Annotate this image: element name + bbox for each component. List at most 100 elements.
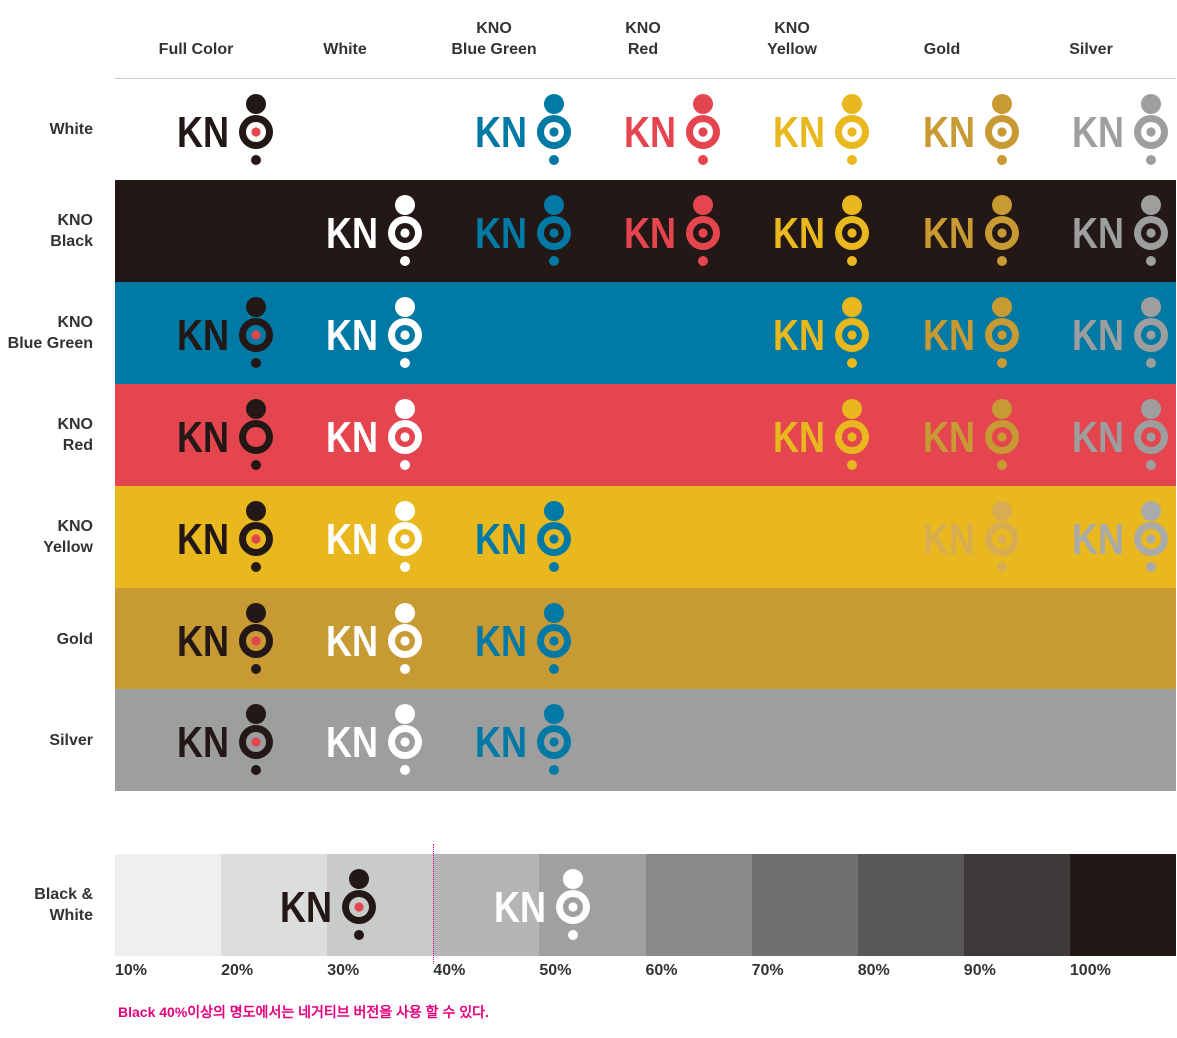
logo-cell: KN — [150, 588, 299, 690]
logo-cell: KN — [1045, 486, 1177, 588]
logo-wordmark: KN — [177, 617, 229, 666]
logo-o-center — [399, 737, 410, 747]
kno-logo-icon: KN — [177, 297, 273, 368]
logo-top-dot — [1140, 501, 1161, 521]
logo-cell: KN — [299, 282, 448, 384]
row-label-black: KNO Black — [0, 180, 93, 282]
logo-top-dot — [394, 603, 415, 623]
kno-logo-icon: KN — [494, 869, 590, 940]
logo-cell: KN — [448, 588, 597, 690]
kno-logo-icon: KN — [1072, 399, 1168, 470]
kno-logo-icon: KN — [177, 94, 273, 165]
row-label-bw-line2: White — [49, 907, 93, 924]
logo-bottom-dot — [697, 256, 708, 266]
background-band-gold: KN KN KN — [115, 588, 1176, 690]
logo-top-dot — [991, 94, 1012, 114]
logo-o-center — [996, 228, 1007, 238]
logo-bottom-dot — [996, 256, 1007, 266]
logo-cell: KN — [150, 689, 299, 791]
logo-cell: KN — [299, 384, 448, 486]
row-label-line2: Blue Green — [7, 335, 93, 352]
percent-label: 60% — [645, 962, 678, 979]
logo-top-dot — [245, 501, 266, 521]
column-header-line2: Blue Green — [451, 41, 537, 58]
logo-top-dot — [692, 94, 713, 114]
background-band-silver: KN KN KN — [115, 689, 1176, 791]
logo-wordmark: KN — [773, 209, 825, 258]
logo-top-dot — [394, 297, 415, 317]
logo-o-center — [250, 534, 261, 544]
logo-top-dot — [543, 501, 564, 521]
logo-top-dot — [394, 399, 415, 419]
logo-cell: KN — [448, 486, 597, 588]
logo-cell: KN — [448, 180, 597, 282]
gray-swatch — [221, 854, 328, 956]
kno-logo-icon: KN — [177, 704, 273, 775]
logo-cell: KN — [448, 79, 597, 181]
logo-wordmark: KN — [923, 108, 975, 157]
kno-logo-icon: KN — [923, 94, 1019, 165]
logo-o-center — [250, 330, 261, 340]
logo-o-center — [548, 127, 559, 137]
logo-wordmark: KN — [923, 311, 975, 360]
logo-bottom-dot — [548, 155, 559, 165]
logo-top-dot — [563, 869, 583, 889]
background-band-yellow: KN KN KN KN KN — [115, 486, 1176, 588]
logo-o-center — [548, 534, 559, 544]
logo-cell: KN — [896, 79, 1045, 181]
row-label-line1: KNO — [57, 518, 93, 535]
logo-bottom-dot — [250, 155, 261, 165]
logo-o-center — [399, 534, 410, 544]
logo-wordmark: KN — [1072, 108, 1124, 157]
logo-cell: KN — [746, 79, 895, 181]
row-label-line2: Silver — [49, 731, 93, 749]
logo-top-dot — [394, 195, 415, 215]
logo-bottom-dot — [399, 562, 410, 572]
kno-logo-icon: KN — [773, 195, 869, 266]
logo-o-center — [548, 228, 559, 238]
logo-top-dot — [245, 603, 266, 623]
column-header-line2: Red — [627, 41, 659, 58]
logo-o-center — [568, 902, 578, 912]
kno-logo-icon: KN — [326, 399, 422, 470]
logo-top-dot — [841, 297, 862, 317]
gray-swatch — [115, 854, 222, 956]
logo-bottom-dot — [568, 930, 578, 940]
column-header-line2: Full Color — [158, 41, 234, 58]
usage-note: Black 40%이상의 명도에서는 네거티브 버전을 사용 할 수 있다. — [118, 1004, 489, 1020]
kno-logo-icon: KN — [475, 704, 571, 775]
kno-logo-icon: KN — [773, 297, 869, 368]
background-band-white: KN KN KN KN KN KN — [115, 78, 1176, 180]
column-header-line1: KNO — [774, 20, 810, 37]
percent-label: 70% — [751, 962, 784, 979]
logo-o-center — [1145, 534, 1156, 544]
row-label-black-white: Black & White — [0, 854, 93, 956]
logo-top-dot — [394, 501, 415, 521]
logo-cell: KN — [150, 282, 299, 384]
logo-top-dot — [245, 704, 266, 724]
column-header-silver: Silver — [1031, 14, 1151, 60]
row-label-red: KNO Red — [0, 384, 93, 486]
logo-wordmark: KN — [177, 413, 229, 462]
logo-wordmark: KN — [773, 311, 825, 360]
row-label-yellow: KNO Yellow — [0, 486, 93, 588]
logo-bottom-dot — [354, 930, 364, 940]
kno-logo-icon: KN — [326, 603, 422, 674]
row-label-white: White — [0, 78, 93, 180]
kno-logo-icon: KN — [475, 195, 571, 266]
logo-top-dot — [543, 704, 564, 724]
logo-top-dot — [991, 399, 1012, 419]
logo-o-center — [846, 330, 857, 340]
logo-cell: KN — [299, 588, 448, 690]
logo-top-dot — [543, 195, 564, 215]
column-header-full-color: Full Color — [136, 14, 256, 60]
percent-label: 20% — [221, 962, 254, 979]
logo-bottom-dot — [399, 256, 410, 266]
kno-logo-icon: KN — [923, 195, 1019, 266]
logo-wordmark: KN — [1072, 311, 1124, 360]
logo-cell: KN — [896, 282, 1045, 384]
kno-logo-icon: KN — [326, 297, 422, 368]
kno-logo-icon: KN — [326, 501, 422, 572]
logo-top-dot — [1140, 399, 1161, 419]
logo-top-dot — [692, 195, 713, 215]
